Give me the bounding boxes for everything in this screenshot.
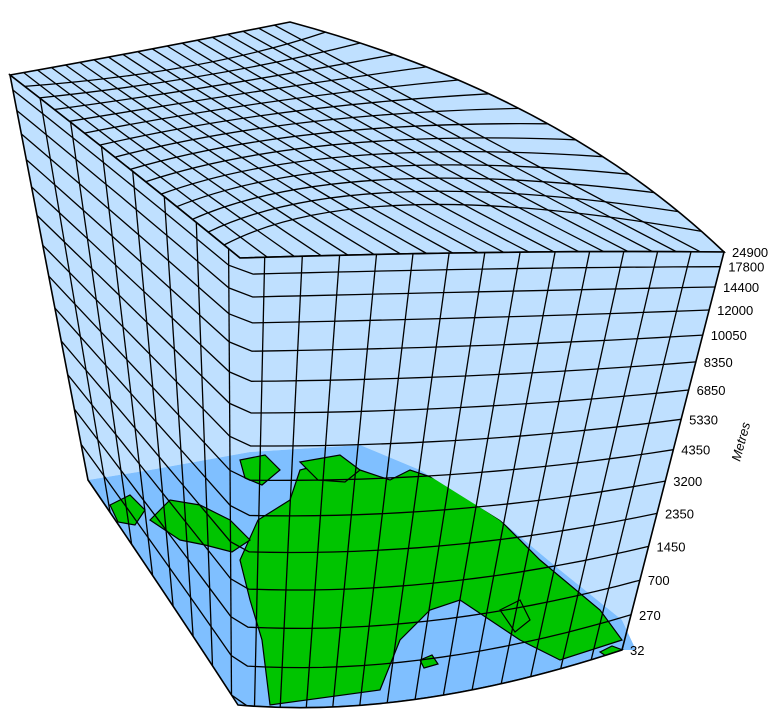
top-gridline: [114, 107, 519, 158]
front-gridline: [359, 253, 414, 706]
front-gridline: [36, 214, 689, 414]
front-gridline: [39, 98, 111, 513]
front-gridline: [31, 186, 696, 382]
level-label: 12000: [717, 303, 753, 318]
top-gridline: [39, 42, 361, 99]
top-gridline: [54, 53, 394, 111]
top-gridline: [223, 203, 702, 246]
front-gridline: [560, 251, 659, 669]
front-gridline: [590, 251, 692, 660]
level-label: 700: [648, 573, 670, 588]
grid-front-face: [8, 73, 726, 709]
front-gridline: [73, 408, 641, 630]
front-gridline: [100, 146, 154, 576]
top-gridline: [242, 30, 653, 253]
level-label: 14400: [723, 280, 759, 295]
front-gridline: [69, 122, 133, 545]
land-mass: [298, 454, 361, 483]
top-gridline: [212, 36, 604, 253]
top-gridline: [122, 53, 453, 254]
top-gridline: [160, 150, 603, 195]
top-gridline: [152, 48, 505, 253]
level-label: 3200: [673, 474, 702, 489]
top-gridline: [137, 51, 479, 254]
top-gridline: [130, 122, 548, 171]
land-mass: [149, 499, 251, 553]
top-gridline: [181, 42, 555, 253]
top-gridline: [99, 93, 490, 146]
level-label: 6850: [697, 383, 726, 398]
level-label: 270: [639, 608, 661, 623]
front-gridline: [414, 252, 486, 700]
front-gridline: [80, 443, 632, 669]
level-label: 10050: [711, 328, 747, 343]
level-label: 2350: [665, 506, 694, 521]
level-label: 17800: [728, 260, 764, 275]
front-gridline: [163, 196, 194, 637]
level-label: 24900: [732, 245, 768, 260]
top-gridline: [108, 56, 428, 255]
front-gridline: [20, 133, 710, 324]
grid-top-face: [8, 21, 727, 259]
top-gridline: [258, 27, 677, 253]
front-gridline: [279, 256, 303, 708]
top-gridline: [192, 177, 655, 220]
front-gridline: [60, 340, 658, 554]
front-gridline: [386, 253, 450, 703]
top-gridline: [93, 59, 401, 255]
level-label: 8350: [704, 355, 733, 370]
front-gridline: [132, 171, 174, 607]
top-gridline: [166, 45, 530, 253]
vertical-axis-unit-label: Metres: [728, 420, 753, 463]
top-gridline: [176, 164, 630, 208]
front-gridline: [332, 254, 378, 707]
top-gridline: [65, 64, 349, 256]
top-gridline: [227, 33, 629, 253]
top-gridline: [79, 61, 375, 256]
front-gridline: [253, 257, 266, 707]
front-gridline: [25, 159, 703, 352]
top-gridline: [207, 190, 679, 233]
front-gridline: [195, 222, 214, 666]
level-label: 1450: [657, 539, 686, 554]
front-gridline: [530, 251, 625, 677]
level-label: 5330: [689, 412, 718, 427]
front-gridline: [442, 252, 521, 696]
top-gridline: [196, 39, 580, 253]
level-label: 4350: [681, 443, 710, 458]
front-gridline: [67, 374, 649, 591]
level-label: 32: [630, 643, 644, 658]
front-gridline: [42, 244, 682, 447]
front-gridline: [48, 275, 674, 482]
top-gridline: [24, 31, 326, 88]
front-gridline: [12, 89, 721, 275]
front-gridline: [471, 251, 556, 691]
front-gridline: [16, 110, 716, 298]
front-gridline: [227, 248, 233, 696]
top-gridline: [145, 137, 576, 183]
front-gridline: [305, 255, 341, 708]
top-gridline: [69, 66, 427, 122]
top-gridline: [51, 67, 322, 257]
front-face-gridlines: [12, 89, 721, 708]
top-gridline: [84, 79, 459, 134]
front-gridline: [500, 251, 591, 684]
front-gridline: [54, 307, 666, 517]
top-face-gridlines: [23, 24, 702, 258]
land-mass: [109, 494, 146, 526]
